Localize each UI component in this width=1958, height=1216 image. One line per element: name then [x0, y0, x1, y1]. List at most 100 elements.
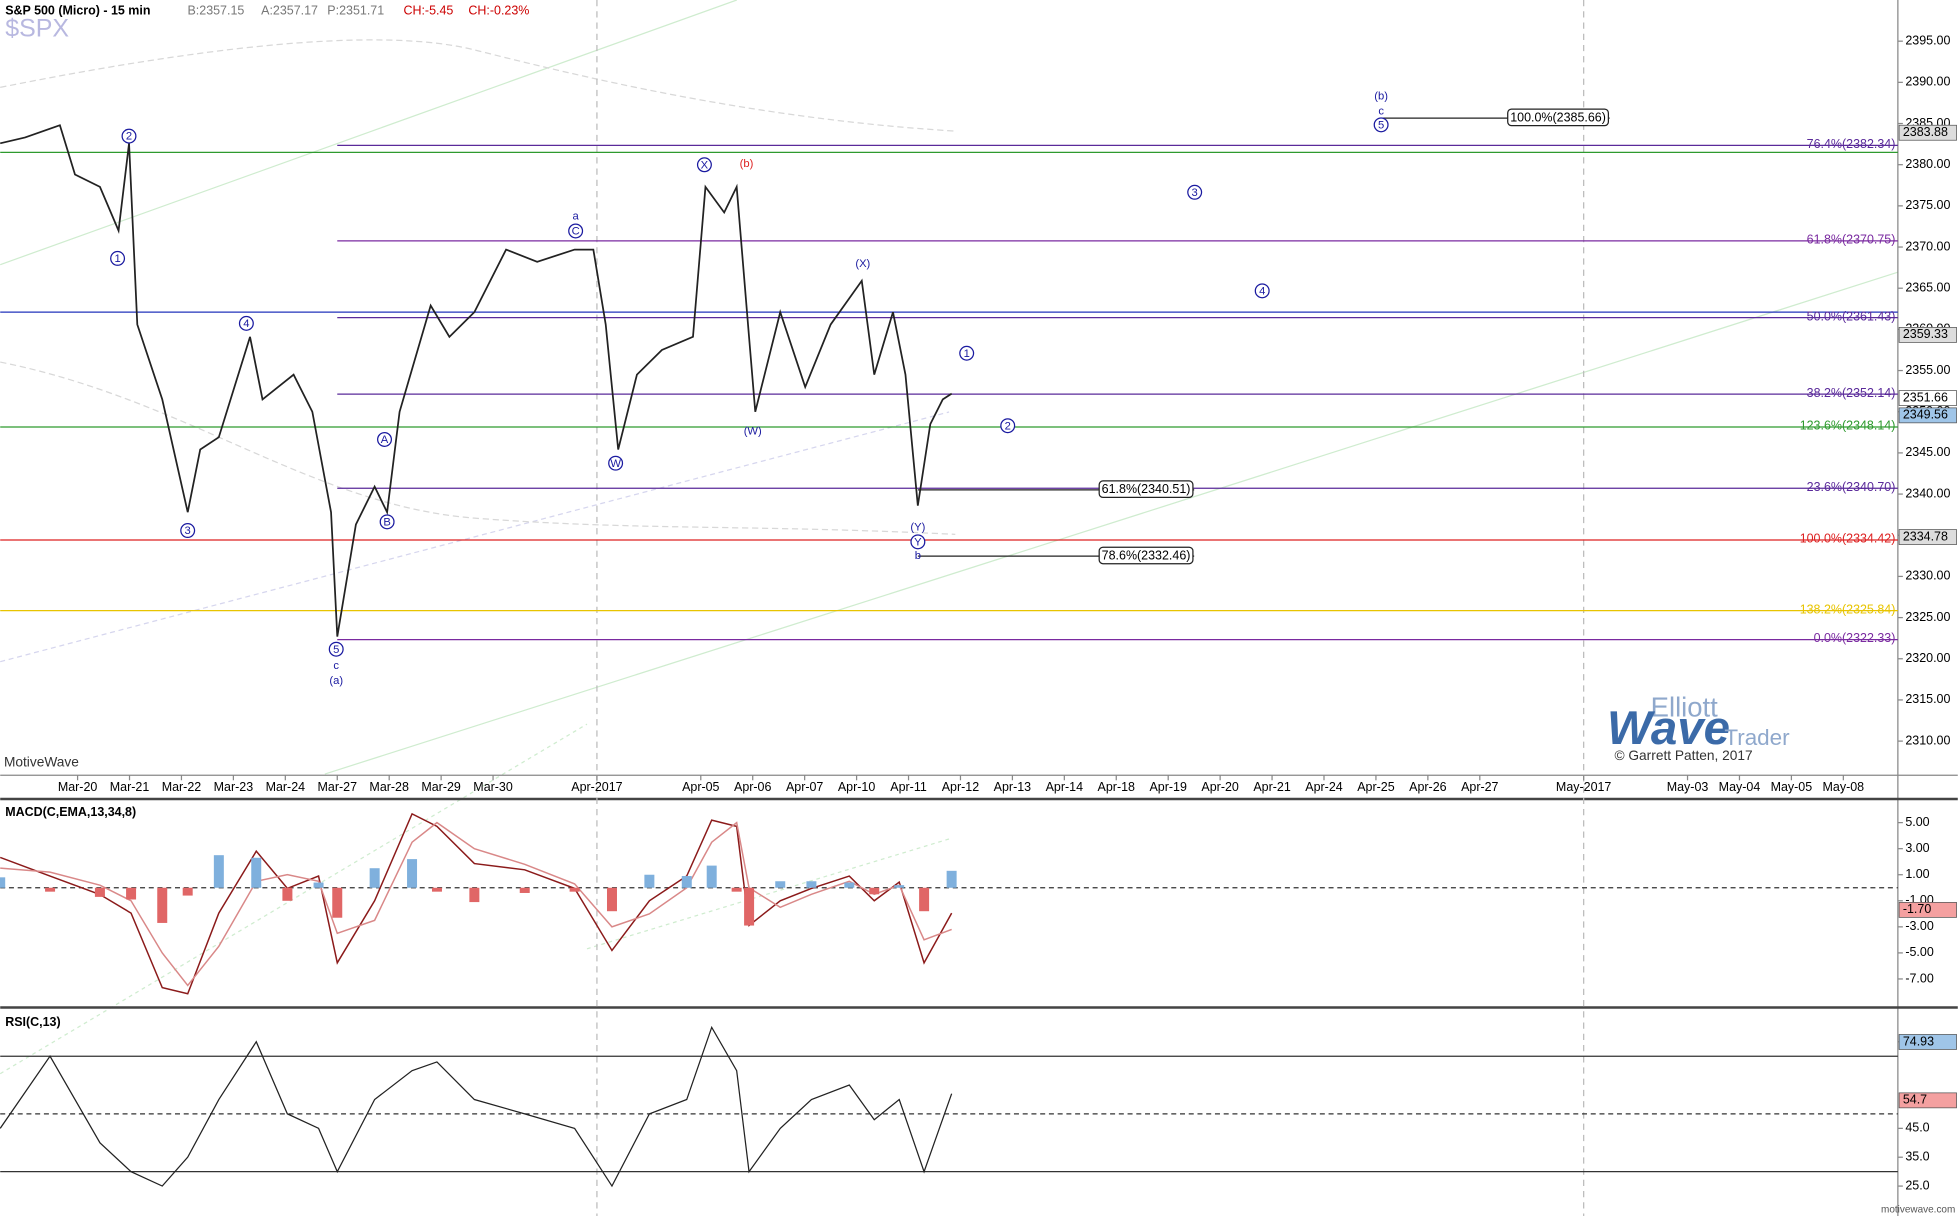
- projection-box: [1098, 546, 1194, 565]
- wave-circle: [379, 514, 395, 530]
- y-tick-label: 2375.00: [1905, 198, 1950, 212]
- y-tick-label: -5.00: [1905, 945, 1933, 959]
- histogram-bar: [126, 887, 137, 900]
- y-tick-label: 25.0: [1905, 1178, 1929, 1192]
- wave-circle: [328, 641, 344, 657]
- moving-average: [0, 411, 950, 663]
- value-tag-label: 2383.88: [1903, 125, 1948, 139]
- price: P:2351.71: [327, 4, 384, 18]
- trend-channel: [0, 723, 588, 1075]
- x-tick-label: Mar-21: [110, 780, 150, 794]
- chart-title: S&P 500 (Micro) - 15 min: [5, 4, 150, 18]
- y-tick-label: 2395.00: [1905, 33, 1950, 47]
- projection-label: 100.0%(2385.66): [1510, 110, 1606, 124]
- histogram-bar: [744, 887, 755, 926]
- histogram-bar: [775, 881, 786, 888]
- fib-label: 100.0%(2334.42): [1800, 532, 1896, 546]
- y-tick-label: -3.00: [1905, 919, 1933, 933]
- change-pct: CH:-0.23%: [468, 4, 529, 18]
- trend-channel: [586, 838, 950, 950]
- value-tag: [1898, 390, 1957, 406]
- value-tag-label: 2334.78: [1903, 529, 1948, 543]
- wave-label: A: [381, 434, 389, 446]
- histogram-bar: [182, 887, 193, 896]
- panel-title: RSI(C,13): [5, 1015, 60, 1029]
- histogram-bar: [731, 887, 742, 892]
- histogram-bar: [332, 887, 343, 918]
- x-tick-label: Apr-27: [1461, 780, 1498, 794]
- wave-circle: [1187, 184, 1203, 200]
- wave-label: 2: [126, 131, 132, 143]
- wave-label: 3: [1192, 187, 1198, 199]
- x-tick-label: Mar-30: [473, 780, 513, 794]
- y-tick-label: 2365.00: [1905, 281, 1950, 295]
- fib-label: 50.0%(2361.43): [1807, 309, 1896, 323]
- value-tag: [1898, 124, 1957, 141]
- wave-circle: [959, 345, 975, 361]
- value-tag: [1898, 327, 1957, 343]
- x-tick-label: Mar-23: [214, 780, 254, 794]
- fib-label: 138.2%(2325.84): [1800, 602, 1896, 616]
- histogram-bar: [213, 855, 224, 888]
- wave-circle: [1000, 418, 1016, 434]
- wave-circle: [1373, 117, 1389, 133]
- fib-label: 38.2%(2352.14): [1807, 386, 1896, 400]
- fib-label: 76.4%(2382.34): [1807, 137, 1896, 151]
- wave-label: 4: [243, 318, 249, 330]
- x-tick-label: Mar-20: [58, 780, 98, 794]
- histogram-bar: [45, 887, 56, 892]
- value-tag: [1898, 1034, 1957, 1050]
- macd-line: [0, 812, 953, 995]
- wave-circle: [110, 250, 126, 266]
- price-line: [0, 124, 953, 637]
- histogram-bar: [706, 865, 717, 888]
- wave-label: 1: [964, 348, 970, 360]
- wave-label: (b): [740, 158, 754, 170]
- wave-label: (X): [855, 258, 870, 270]
- wave-label: B: [383, 516, 390, 528]
- wave-label: W: [610, 458, 621, 470]
- y-tick-label: 2355.00: [1905, 363, 1950, 377]
- y-tick-label: 2340.00: [1905, 486, 1950, 500]
- wave-circle: [568, 223, 584, 239]
- fib-label: 123.6%(2348.14): [1800, 419, 1896, 433]
- y-tick-label: 5.00: [1905, 815, 1929, 829]
- x-tick-label: Apr-13: [994, 780, 1031, 794]
- brand-word: Wave: [1607, 702, 1730, 755]
- value-tag: [1898, 902, 1957, 918]
- x-tick-label: May-04: [1719, 780, 1761, 794]
- x-tick-label: Apr-07: [786, 780, 823, 794]
- y-tick-label: 3.00: [1905, 841, 1929, 855]
- wave-circle: [608, 455, 624, 471]
- x-tick-label: Mar-22: [162, 780, 202, 794]
- wave-circle: [121, 128, 137, 144]
- y-tick-label: 1.00: [1905, 867, 1929, 881]
- histogram-bar: [282, 887, 293, 901]
- macd-line: [0, 821, 952, 987]
- x-tick-label: May-2017: [1556, 780, 1612, 794]
- projection-box: [1507, 108, 1610, 127]
- x-tick-label: Apr-25: [1357, 780, 1394, 794]
- wave-label: (W): [744, 425, 762, 437]
- y-tick-label: 2345.00: [1905, 445, 1950, 459]
- x-tick-label: Apr-2017: [571, 780, 622, 794]
- x-tick-label: Apr-19: [1149, 780, 1186, 794]
- y-tick-label: 35.0: [1905, 1150, 1929, 1164]
- x-tick-label: Apr-11: [890, 780, 927, 794]
- y-tick-label: -7.00: [1905, 971, 1933, 985]
- change: CH:-5.45: [403, 4, 453, 18]
- wave-circle: [1254, 283, 1270, 299]
- site: motivewave.com: [1881, 1204, 1955, 1215]
- histogram-bar: [519, 887, 530, 893]
- projection-box: [1098, 480, 1194, 499]
- wave-circle: [238, 315, 254, 331]
- y-tick-label: 2390.00: [1905, 75, 1950, 89]
- x-tick-label: May-03: [1667, 780, 1709, 794]
- projection-label: 78.6%(2332.46): [1102, 548, 1191, 562]
- wave-circle: [910, 534, 926, 550]
- wave-label: c: [1378, 106, 1384, 118]
- fib-label: 61.8%(2370.75): [1807, 233, 1896, 247]
- ask: A:2357.17: [261, 4, 318, 18]
